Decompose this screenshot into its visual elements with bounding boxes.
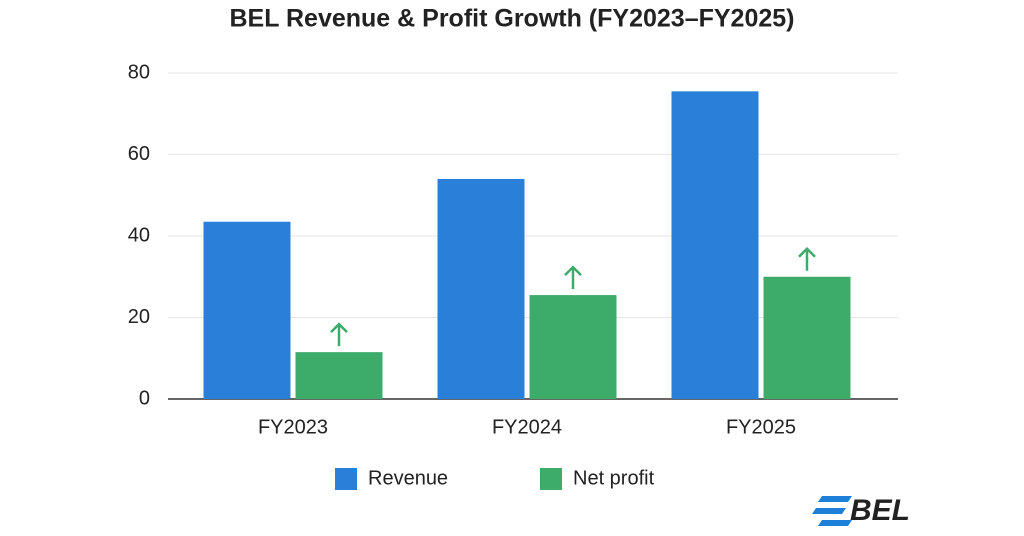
logo-text: BEL	[850, 494, 910, 527]
x-tick-label: FY2025	[726, 416, 796, 438]
y-tick-label: 60	[128, 143, 150, 165]
bar	[437, 178, 525, 399]
bar	[295, 352, 383, 399]
y-tick-label: 40	[128, 224, 150, 246]
x-tick-label: FY2024	[492, 416, 562, 438]
brand-logo: BEL	[812, 494, 910, 527]
bar	[671, 91, 759, 400]
y-tick-label: 80	[128, 61, 150, 83]
bar	[763, 276, 851, 399]
up-arrow	[564, 265, 582, 290]
legend-swatch	[335, 468, 357, 490]
chart-title: BEL Revenue & Profit Growth (FY2023–FY20…	[230, 5, 795, 33]
legend-label: Net profit	[573, 467, 655, 489]
y-tick-label: 0	[139, 387, 150, 409]
legend-swatch	[540, 468, 562, 490]
legend-label: Revenue	[368, 467, 448, 489]
up-arrow	[798, 246, 816, 271]
bar	[529, 295, 617, 399]
up-arrow	[330, 322, 348, 347]
y-tick-label: 20	[128, 306, 150, 328]
logo-stripes	[812, 496, 852, 526]
bar	[203, 221, 291, 399]
x-tick-label: FY2023	[258, 416, 328, 438]
